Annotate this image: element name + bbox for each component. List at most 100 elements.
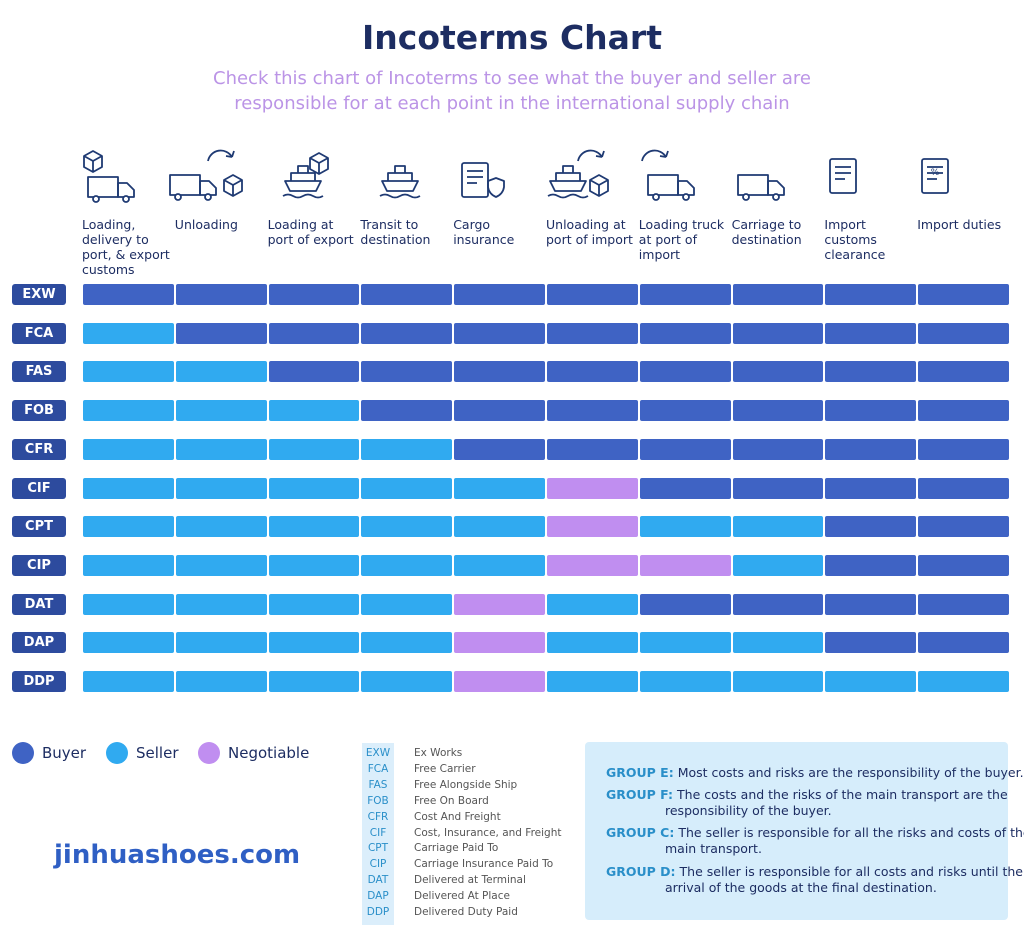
cell [268,322,360,344]
row-code: FCA [12,322,66,344]
cell [454,438,545,460]
cell [918,361,1009,383]
cell [547,284,638,305]
cell [268,438,360,460]
column-label: Transit to destination [360,217,431,247]
group-text: The seller is responsible for all costs … [665,864,1023,895]
cell [83,438,174,460]
glossary-name: Carriage Paid To [414,842,499,855]
cell [268,632,360,654]
glossary-name: Ex Works [414,747,463,759]
glossary-code: CFR [367,810,389,823]
cell [268,400,360,422]
cell [454,516,545,538]
group-label: GROUP E: [606,765,674,780]
cell [175,671,267,692]
icon [169,149,243,201]
cell [639,671,731,692]
cell [361,632,453,654]
cell [918,671,1009,692]
cell [825,477,917,499]
cell [732,554,824,576]
cell [454,593,545,615]
cell [918,400,1009,422]
cell [639,284,731,305]
cell [639,438,731,460]
row-code: DDP [12,671,66,692]
cell [454,477,545,499]
icon [641,149,695,201]
icon [379,165,421,199]
glossary-name: Cost And Freight [414,810,501,823]
cell [268,554,360,576]
group-note: GROUP C: The seller is responsible for a… [606,825,1024,857]
cell [825,632,917,654]
cell [175,554,267,576]
glossary-code: FOB [367,794,389,807]
column-label: Loading truck at port of import [638,217,725,262]
cell [825,593,917,615]
cell [547,322,638,344]
cell [175,593,267,615]
cell [639,593,731,615]
group-note: GROUP D: The seller is responsible for a… [606,864,1024,896]
cell [83,632,174,654]
glossary-band [362,743,394,925]
cell [175,477,267,499]
cell [918,477,1009,499]
row-code: FOB [12,400,66,422]
cell [83,361,174,383]
glossary-code: FCA [367,762,389,775]
cell [361,322,453,344]
cell [732,632,824,654]
glossary-code: DAT [367,874,389,887]
group-text: Most costs and risks are the responsibil… [677,765,1024,780]
cell [268,284,360,305]
cell [175,438,267,460]
subtitle: Check this chart of Incoterms to see wha… [213,68,811,114]
icon [829,158,857,194]
cell [361,438,453,460]
glossary-name: Free Alongside Ship [414,778,518,791]
cell [825,671,917,692]
cell [361,477,453,499]
cell [639,322,731,344]
svg-text:%: % [931,168,940,178]
icon [282,152,329,199]
cell [547,400,638,422]
cell [825,400,917,422]
cell [825,516,917,538]
cell [918,438,1009,460]
glossary-code: CIP [369,858,387,871]
icon [83,150,135,203]
watermark: jinhuashoes.com [54,840,301,870]
cell [825,322,917,344]
cell [454,361,545,383]
cell [547,516,638,538]
group-note: GROUP E: Most costs and risks are the re… [606,765,1024,781]
cell [732,361,824,383]
legend-label: Seller [136,744,179,762]
group-text: The costs and the risks of the main tran… [665,787,1008,818]
cell [547,554,638,576]
cell [83,400,174,422]
cell [454,632,545,654]
column-label: Import customs clearance [824,217,886,262]
legend-dot [198,742,220,764]
row-code: CIP [12,554,66,576]
cell [83,671,174,692]
icon [461,162,505,198]
glossary-code: FAS [368,778,388,791]
cell [83,516,174,538]
title: Incoterms Chart [362,18,662,57]
cell [825,284,917,305]
cell [454,322,545,344]
cell [454,284,545,305]
glossary-code: EXW [365,747,391,759]
cell [175,516,267,538]
row-code: DAT [12,593,66,615]
cell [918,632,1009,654]
cell [268,671,360,692]
row-code: CFR [12,438,66,460]
group-text: The seller is responsible for all the ri… [665,825,1024,856]
